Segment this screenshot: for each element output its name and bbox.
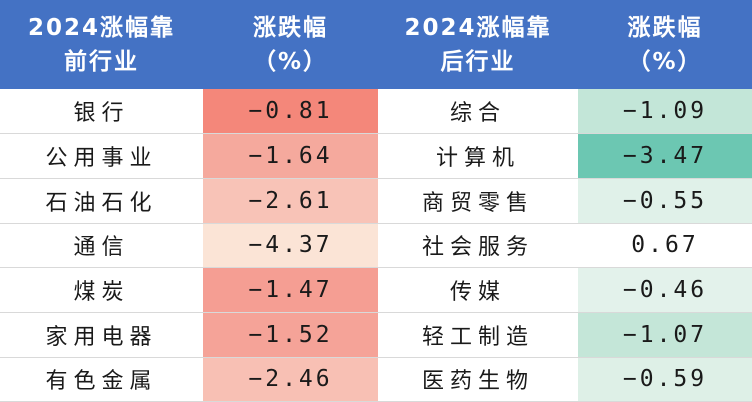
before-industry-name: 有色金属	[0, 357, 203, 402]
after-industry-name: 医药生物	[378, 357, 578, 402]
after-change-value: −0.46	[578, 267, 752, 313]
header-line: 后行业	[440, 48, 516, 75]
table-row: 公用事业 −1.64 计算机 −3.47	[0, 133, 752, 179]
after-change-value: −1.09	[578, 89, 752, 135]
after-change-value: −0.55	[578, 178, 752, 224]
after-industry-name: 综合	[378, 89, 578, 135]
before-industry-name: 银行	[0, 89, 203, 135]
before-industry-name: 通信	[0, 223, 203, 269]
header-before-change: 涨跌幅 （%）	[203, 0, 378, 89]
after-industry-name: 传媒	[378, 267, 578, 313]
before-change-value: −4.37	[203, 223, 378, 269]
header-after-change: 涨跌幅 （%）	[578, 0, 752, 89]
after-change-value: −3.47	[578, 133, 752, 179]
header-before-industry: 2024涨幅靠 前行业	[0, 0, 203, 89]
header-line: （%）	[252, 48, 329, 75]
before-industry-name: 石油石化	[0, 178, 203, 224]
after-industry-name: 商贸零售	[378, 178, 578, 224]
after-change-value: 0.67	[578, 223, 752, 269]
before-industry-name: 煤炭	[0, 267, 203, 313]
table-row: 家用电器 −1.52 轻工制造 −1.07	[0, 312, 752, 358]
before-industry-name: 公用事业	[0, 133, 203, 179]
after-industry-name: 计算机	[378, 133, 578, 179]
header-after-industry: 2024涨幅靠 后行业	[378, 0, 578, 89]
table-row: 有色金属 −2.46 医药生物 −0.59	[0, 357, 752, 402]
after-industry-name: 轻工制造	[378, 312, 578, 358]
after-industry-name: 社会服务	[378, 223, 578, 269]
table-row: 煤炭 −1.47 传媒 −0.46	[0, 267, 752, 313]
before-change-value: −2.61	[203, 178, 378, 224]
header-line: 2024涨幅靠	[27, 14, 175, 41]
table-row: 石油石化 −2.61 商贸零售 −0.55	[0, 178, 752, 224]
before-industry-name: 家用电器	[0, 312, 203, 358]
header-row: 2024涨幅靠 前行业 涨跌幅 （%） 2024涨幅靠 后行业 涨跌幅 （%）	[0, 0, 752, 89]
after-change-value: −1.07	[578, 312, 752, 358]
after-change-value: −0.59	[578, 357, 752, 402]
before-change-value: −0.81	[203, 89, 378, 135]
before-change-value: −1.47	[203, 267, 378, 313]
before-change-value: −2.46	[203, 357, 378, 402]
header-line: （%）	[627, 48, 703, 75]
before-change-value: −1.64	[203, 133, 378, 179]
table-row: 银行 −0.81 综合 −1.09	[0, 89, 752, 135]
header-line: 前行业	[64, 48, 139, 75]
header-line: 2024涨幅靠	[404, 14, 552, 41]
table-row: 通信 −4.37 社会服务 0.67	[0, 223, 752, 269]
header-line: 涨跌幅	[253, 14, 328, 41]
header-line: 涨跌幅	[627, 14, 703, 41]
before-change-value: −1.52	[203, 312, 378, 358]
